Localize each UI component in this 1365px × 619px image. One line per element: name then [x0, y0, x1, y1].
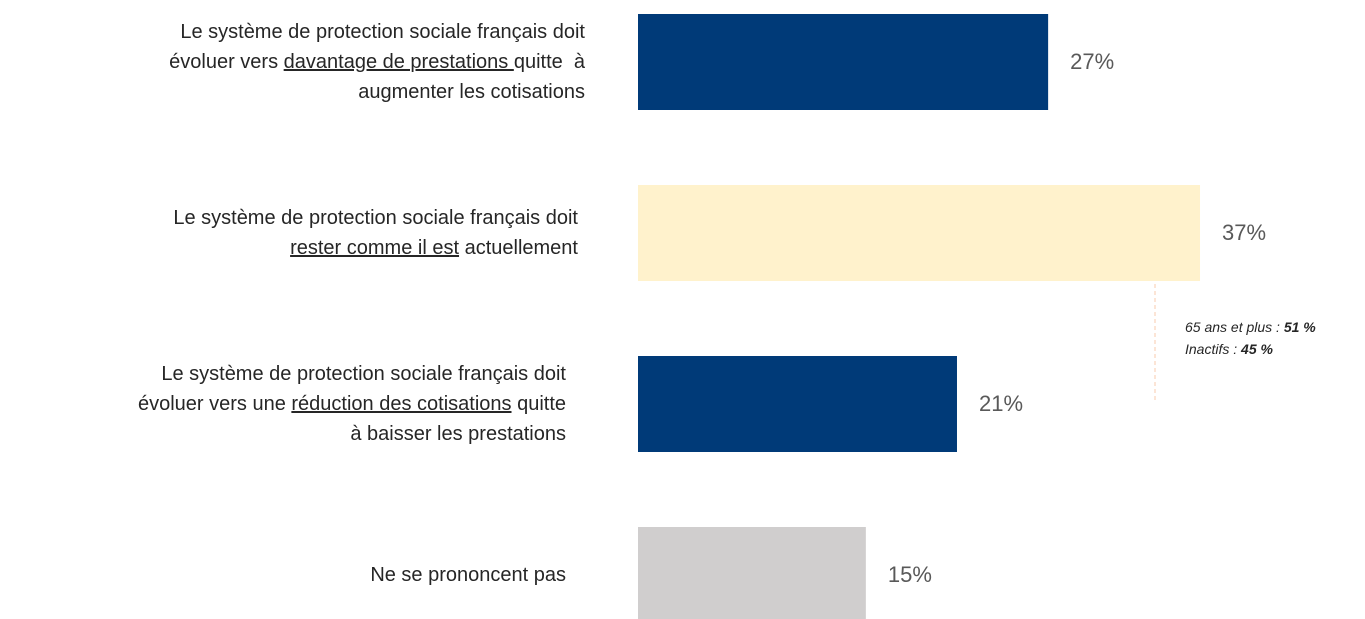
label-line: Le système de protection sociale françai… — [173, 203, 578, 233]
text-segment: augmenter les cotisations — [358, 81, 585, 103]
text-segment: Inactifs : — [1185, 341, 1242, 357]
text-segment: 65 ans et plus : — [1185, 319, 1284, 335]
bar — [638, 356, 957, 452]
value-label: 21% — [978, 391, 1024, 416]
annotation-line: Inactifs : 45 % — [1185, 338, 1316, 360]
text-segment: à baisser les prestations — [350, 423, 566, 445]
text-segment: Le système de protection sociale françai… — [161, 363, 566, 385]
label-line: à baisser les prestations — [138, 419, 566, 449]
bar — [638, 185, 1201, 281]
label-line: Le système de protection sociale françai… — [169, 17, 585, 47]
text-segment: réduction des cotisations — [291, 393, 512, 415]
text-segment: évoluer vers une — [137, 393, 292, 415]
label-line: rester comme il est actuellement — [173, 233, 578, 263]
label-line: augmenter les cotisations — [169, 77, 585, 107]
category-label: Ne se prononcent pas — [370, 560, 566, 590]
category-label: Le système de protection sociale françai… — [169, 17, 585, 107]
value-label: 27% — [1070, 49, 1115, 74]
text-segment: Ne se prononcent pas — [370, 564, 566, 586]
label-line: Ne se prononcent pas — [370, 560, 566, 590]
text-segment: quitte — [511, 393, 566, 415]
text-segment: davantage de prestations — [283, 51, 514, 73]
category-label: Le système de protection sociale françai… — [138, 359, 566, 449]
category-label: Le système de protection sociale françai… — [173, 203, 578, 263]
label-line: évoluer vers une réduction des cotisatio… — [138, 389, 566, 419]
text-segment: 45 % — [1241, 341, 1273, 357]
label-line: Le système de protection sociale françai… — [138, 359, 566, 389]
text-segment: Le système de protection sociale françai… — [173, 207, 578, 229]
bar — [638, 527, 866, 619]
text-segment: 51 % — [1283, 319, 1316, 335]
bar — [638, 14, 1049, 110]
value-label: 15% — [887, 562, 932, 587]
annotation-line: 65 ans et plus : 51 % — [1185, 316, 1316, 338]
annotation: 65 ans et plus : 51 % Inactifs : 45 % — [1185, 316, 1316, 360]
text-segment: Le système de protection sociale françai… — [180, 21, 585, 43]
label-line: évoluer vers davantage de prestations qu… — [169, 47, 585, 77]
text-segment: rester comme il est — [290, 237, 460, 259]
text-segment: quitte à — [513, 51, 585, 73]
text-segment: actuellement — [459, 237, 578, 259]
value-label: 37% — [1222, 220, 1267, 245]
text-segment: évoluer vers — [169, 51, 284, 73]
